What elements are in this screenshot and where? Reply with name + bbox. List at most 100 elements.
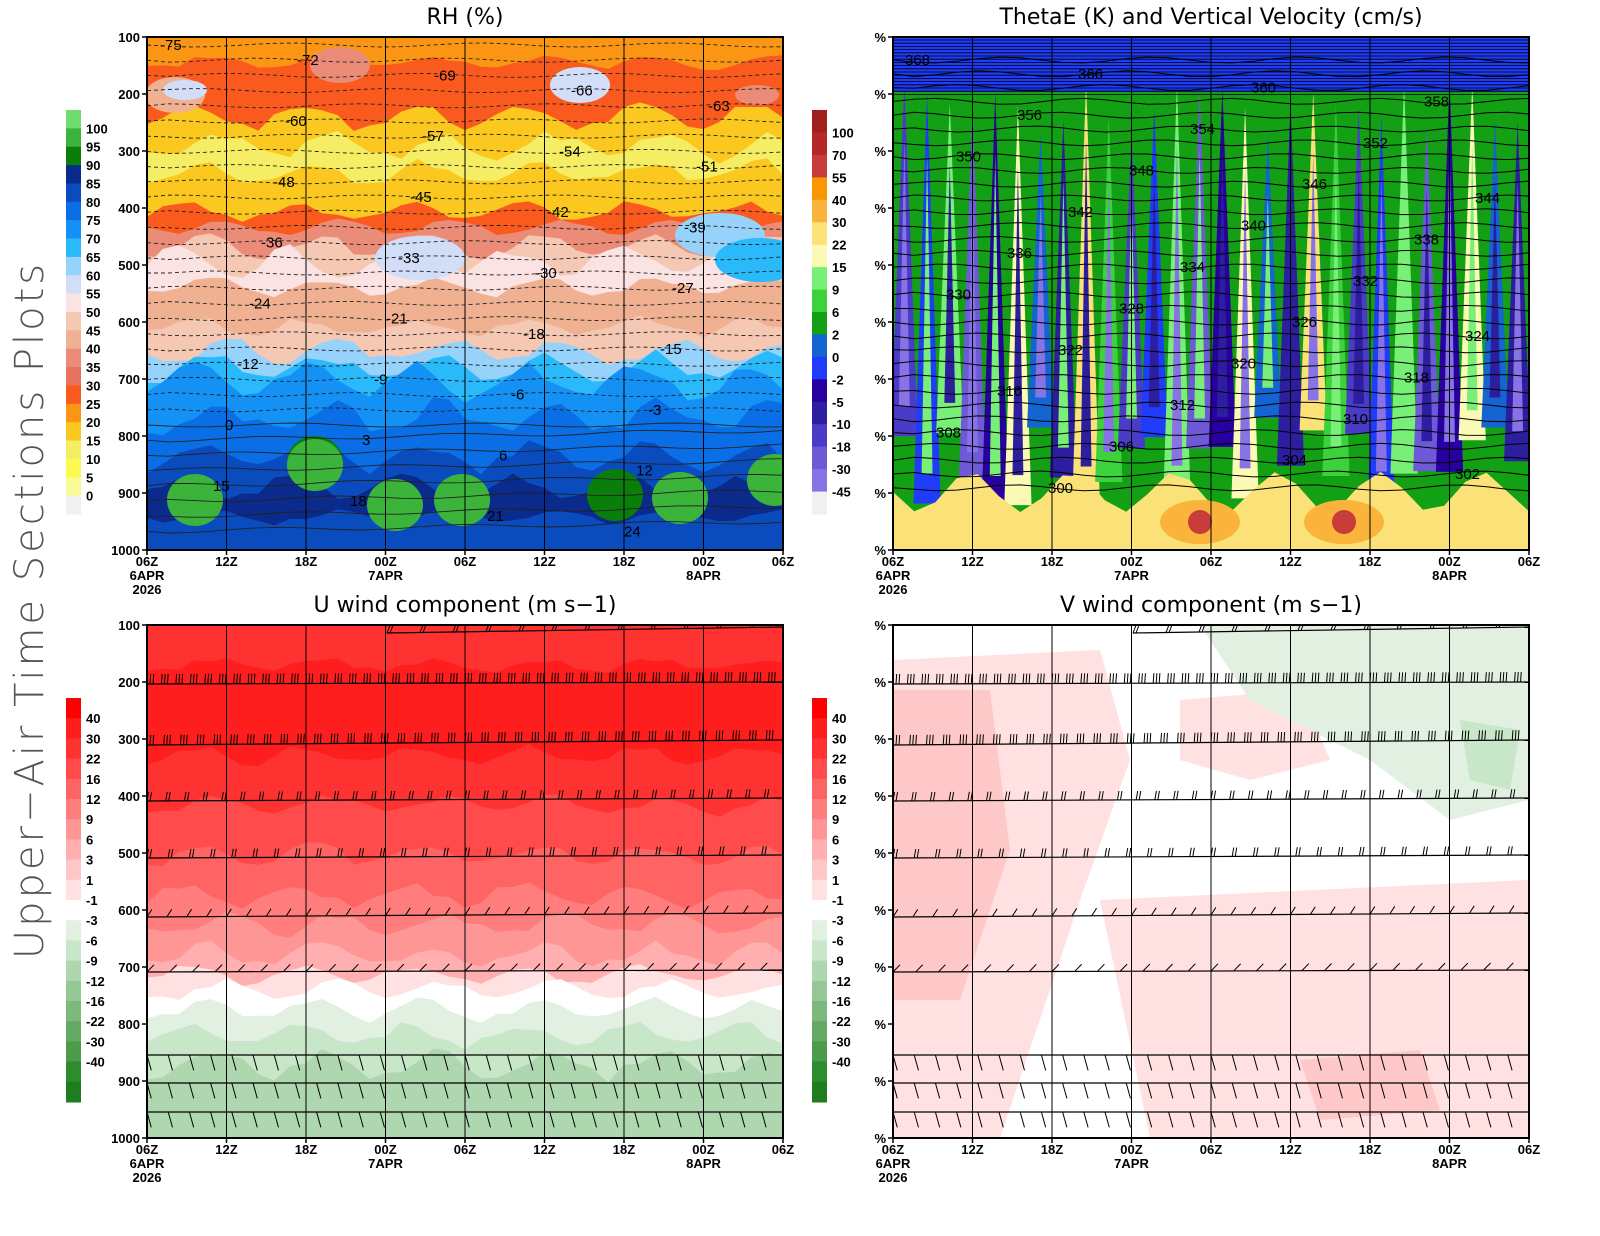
wind-barb (1447, 730, 1450, 741)
wind-barb (1245, 672, 1248, 683)
wind-barb (934, 1082, 941, 1099)
wind-barb (1361, 731, 1363, 742)
wind-barb (521, 625, 525, 632)
y-tick-label: 700 (118, 372, 140, 387)
y-tick-label: % (874, 201, 886, 216)
wind-barb (1311, 672, 1314, 683)
wind-barb (210, 1054, 216, 1071)
x-tick-label: 06Z (1200, 554, 1222, 569)
wind-barb (925, 734, 928, 745)
wind-barb (651, 789, 655, 799)
wind-barb (1250, 906, 1257, 916)
wind-barb (1129, 673, 1132, 684)
wind-barb (1165, 625, 1170, 633)
colorbar-swatch (66, 458, 81, 478)
wind-barb (979, 673, 981, 684)
wind-barb (1230, 907, 1237, 916)
colorbar-swatch (66, 146, 81, 166)
wind-barb (1059, 733, 1062, 744)
wind-barb (909, 734, 911, 745)
wind-barb (363, 673, 366, 684)
colorbar-label: 9 (86, 812, 93, 827)
wind-barb (617, 789, 620, 799)
wind-barb (1216, 732, 1219, 743)
colorbar-label: -30 (832, 1034, 851, 1049)
wind-barb (443, 847, 446, 857)
wind-barb (189, 673, 192, 684)
wind-barb (231, 848, 234, 858)
wind-barb (1462, 672, 1464, 683)
wind-barb (252, 1082, 258, 1099)
vv-column-core (1262, 194, 1274, 388)
wind-barb (655, 1111, 661, 1128)
wind-barb (414, 732, 416, 743)
x-tick-label: 06Z (882, 1142, 904, 1157)
wind-barb (724, 672, 727, 683)
wind-barb (1189, 1082, 1195, 1099)
wind-barb (1040, 673, 1042, 684)
wind-barb (1375, 672, 1378, 683)
y-tick-label: % (874, 732, 886, 747)
temperature-contour-label: -18 (523, 326, 545, 343)
wind-barb (1042, 791, 1045, 801)
wind-barb (927, 673, 930, 684)
wind-barb (1176, 790, 1179, 800)
wind-barb (149, 673, 152, 685)
wind-barb (1168, 625, 1173, 633)
vv-column-core (1353, 168, 1365, 404)
wind-barb (654, 789, 658, 799)
wind-barb (1476, 672, 1479, 683)
wind-barb (1231, 1082, 1237, 1099)
wind-barb (245, 908, 252, 917)
vv-column-core (1057, 179, 1069, 448)
wind-barb (549, 1082, 555, 1099)
wind-barb (496, 672, 499, 683)
wind-barb (1096, 733, 1099, 744)
wind-barb (1340, 846, 1344, 856)
x-tick-label: 18Z (613, 554, 635, 569)
colorbar-swatch (812, 778, 827, 800)
wind-barb (443, 1054, 449, 1071)
colorbar-swatch (66, 110, 81, 129)
wind-barb (1369, 962, 1378, 971)
wind-barb (1429, 905, 1435, 914)
x-date-label: 7APR (1114, 1156, 1149, 1171)
colorbar-label: 9 (832, 812, 839, 827)
wind-barb (337, 673, 340, 684)
wind-barb (967, 673, 970, 684)
wind-barb (1012, 734, 1015, 745)
wind-barb (669, 962, 677, 971)
wind-barb (959, 734, 962, 745)
temperature-contour-label: -6 (511, 387, 524, 404)
x-date-label: 7APR (368, 568, 403, 583)
wind-barb (1168, 847, 1171, 857)
wind-barb (273, 1054, 279, 1071)
wind-barb (485, 1054, 491, 1071)
rh-moist-area (167, 474, 223, 526)
wind-barb (450, 673, 452, 684)
wind-barb (1180, 732, 1182, 743)
wind-barb (1201, 625, 1206, 633)
wind-barb (1361, 672, 1363, 683)
wind-barb (280, 733, 283, 744)
colorbar-swatch (66, 275, 81, 295)
wind-barb (1040, 1082, 1047, 1099)
temperature-contour-label: -63 (708, 98, 730, 115)
wind-barb (956, 848, 959, 858)
wind-barb (1270, 906, 1276, 915)
x-tick-label: 00Z (1438, 1142, 1460, 1157)
temperature-contour-label: -42 (547, 204, 569, 221)
wind-barb (1083, 1054, 1089, 1071)
wind-barb (964, 673, 967, 684)
wind-barb (718, 846, 722, 856)
wind-barb (539, 790, 542, 800)
wind-barb (1271, 672, 1274, 683)
wind-barb (740, 1054, 746, 1071)
wind-barb (216, 734, 219, 745)
colorbar-swatch (66, 495, 81, 515)
thetae-contour-label: 346 (1302, 176, 1327, 193)
wind-barb (1282, 672, 1285, 683)
wind-barb (740, 846, 743, 856)
wind-barb (514, 732, 517, 743)
wind-barb (697, 846, 701, 856)
